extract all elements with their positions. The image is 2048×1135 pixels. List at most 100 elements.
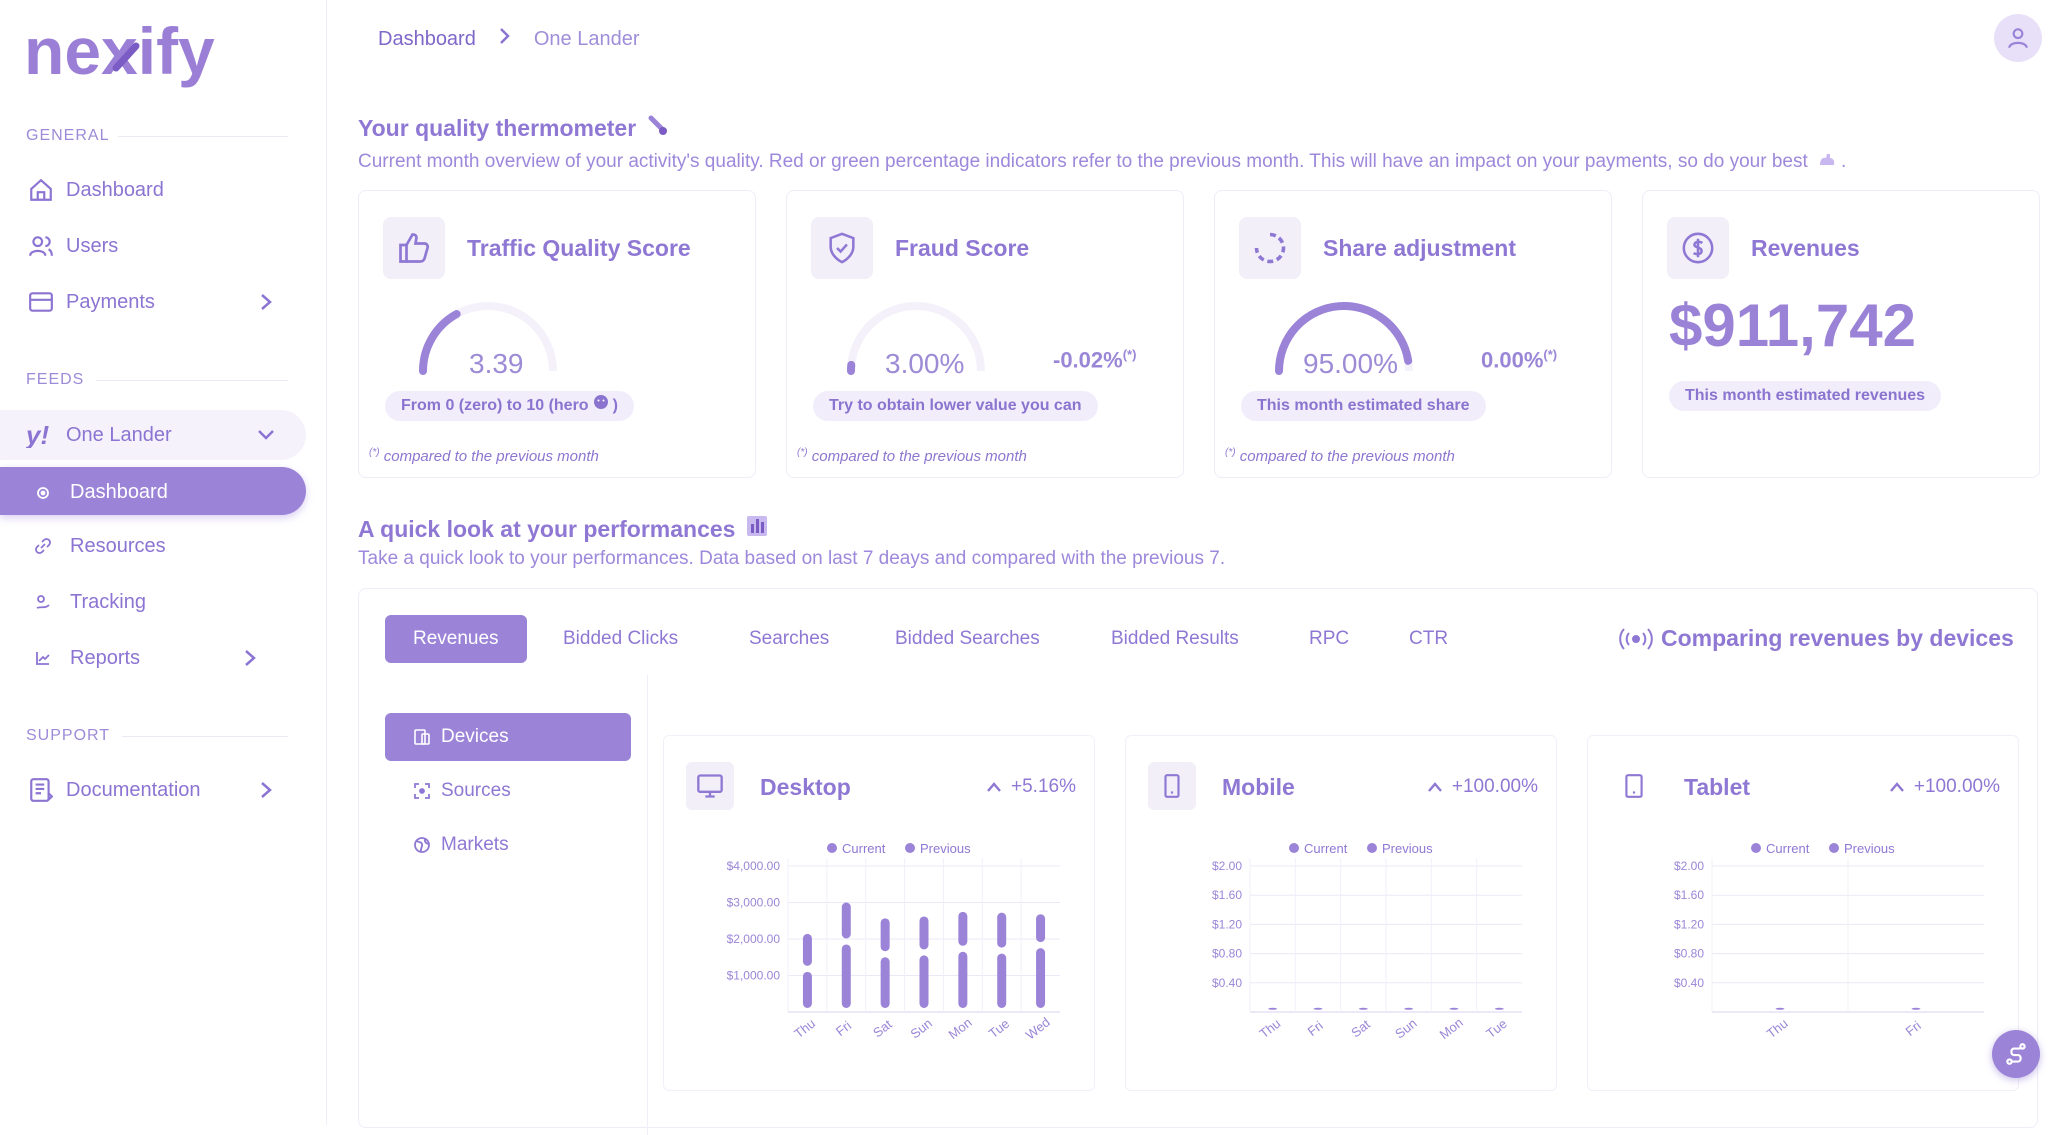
- side-tab-devices[interactable]: Devices: [385, 713, 631, 761]
- share-value: 95.00%: [1303, 348, 1398, 380]
- sidebar-item-label: Resources: [70, 535, 166, 558]
- x-tick-label: Thu: [1256, 1016, 1283, 1042]
- quality-title: Your quality thermometer: [358, 114, 668, 142]
- breadcrumb-dashboard-link[interactable]: Dashboard: [378, 28, 476, 51]
- y-tick-label: $4,000.00: [727, 859, 781, 873]
- fraud-hint-pill: Try to obtain lower value you can: [813, 391, 1098, 421]
- feed-group-label: One Lander: [66, 424, 172, 447]
- breakdown-selector: Devices Sources Markets: [359, 675, 648, 1135]
- bar-current: [1359, 1008, 1368, 1010]
- loader-icon: [1239, 217, 1301, 279]
- compare-title-text: Comparing revenues by devices: [1661, 625, 2014, 652]
- sidebar-item-users[interactable]: Users: [26, 224, 286, 268]
- feed-group-one-lander[interactable]: y! One Lander: [0, 410, 306, 460]
- legend-dot-previous: [905, 843, 915, 853]
- device-change: +100.00%: [1426, 776, 1538, 798]
- share-adjustment-card: Share adjustment 95.00% 0.00%(*) This mo…: [1214, 190, 1612, 478]
- feeds-label: FEEDS: [26, 371, 84, 389]
- legend-label-previous: Previous: [1844, 841, 1895, 856]
- chevron-right-icon: [256, 778, 276, 808]
- chevron-up-icon: [985, 780, 1003, 794]
- bar-previous: [803, 972, 812, 1008]
- yahoo-icon: y!: [26, 420, 56, 450]
- bar-previous: [958, 952, 967, 1008]
- legend-label-current: Current: [842, 841, 886, 856]
- x-tick-label: Fri: [1305, 1018, 1326, 1039]
- y-tick-label: $2.00: [1674, 859, 1704, 873]
- route-fab-button[interactable]: [1992, 1030, 2040, 1078]
- legend-dot-previous: [1829, 843, 1839, 853]
- y-tick-label: $1.20: [1212, 917, 1242, 931]
- legend-label-previous: Previous: [920, 841, 971, 856]
- sidebar-item-payments[interactable]: Payments: [26, 280, 286, 324]
- card-title: Share adjustment: [1323, 235, 1516, 262]
- y-tick-label: $1.60: [1212, 888, 1242, 902]
- doc-icon: [26, 775, 56, 805]
- chevron-right-icon: [256, 290, 276, 320]
- sidebar-item-label: Users: [66, 235, 118, 258]
- compare-title: Comparing revenues by devices: [1619, 625, 2014, 652]
- performance-panel: Revenues Bidded Clicks Searches Bidded S…: [358, 588, 2038, 1128]
- device-title: Mobile: [1222, 774, 1295, 801]
- bar-current: [1912, 1008, 1921, 1010]
- sidebar-item-label: Reports: [70, 647, 140, 670]
- route-icon: [2003, 1041, 2029, 1067]
- tracking-icon: [34, 594, 52, 610]
- dot-icon: [34, 486, 52, 500]
- bar-current: [958, 912, 967, 946]
- chart-icon: [34, 650, 52, 666]
- tab-rpc[interactable]: RPC: [1309, 615, 1349, 663]
- side-tab-sources[interactable]: Sources: [385, 767, 631, 815]
- traffic-range-pill: From 0 (zero) to 10 (hero ): [385, 391, 634, 421]
- feed-group-header[interactable]: y! One Lander: [26, 413, 286, 457]
- tab-searches[interactable]: Searches: [749, 615, 829, 663]
- card-icon: [26, 287, 56, 317]
- thermometer-icon: [646, 114, 668, 142]
- footnote-text: compared to the previous month: [812, 448, 1027, 465]
- delta-value: 0.00%: [1481, 347, 1543, 372]
- legend-dot-current: [1751, 843, 1761, 853]
- x-tick-label: Thu: [791, 1016, 818, 1042]
- sidebar-item-resources[interactable]: Resources: [0, 522, 306, 570]
- legend-label-previous: Previous: [1382, 841, 1433, 856]
- sidebar-item-feed-dashboard[interactable]: Dashboard: [0, 467, 306, 515]
- performance-subtitle: Take a quick look to your performances. …: [358, 548, 1225, 570]
- card-title: Fraud Score: [895, 235, 1029, 262]
- sidebar-item-reports[interactable]: Reports: [0, 634, 306, 682]
- tab-revenues[interactable]: Revenues: [385, 615, 527, 663]
- tab-bidded-clicks[interactable]: Bidded Clicks: [563, 615, 678, 663]
- legend-label-current: Current: [1766, 841, 1810, 856]
- y-tick-label: $1.20: [1674, 917, 1704, 931]
- pill-text: From 0 (zero) to 10 (hero: [401, 391, 589, 421]
- footnote: (*) compared to the previous month: [797, 447, 1027, 465]
- user-avatar[interactable]: [1994, 14, 2042, 62]
- divider: [118, 136, 288, 137]
- tab-bidded-results[interactable]: Bidded Results: [1111, 615, 1239, 663]
- legend-dot-current: [827, 843, 837, 853]
- tab-bidded-searches[interactable]: Bidded Searches: [895, 615, 1040, 663]
- side-tab-markets[interactable]: Markets: [385, 821, 631, 869]
- bar-previous: [842, 944, 851, 1008]
- tab-ctr[interactable]: CTR: [1409, 615, 1448, 663]
- fraud-delta: -0.02%(*): [1053, 347, 1136, 373]
- chart-legend: Current Previous: [1751, 841, 1895, 856]
- divider: [122, 736, 288, 737]
- delta-mark: (*): [1543, 347, 1557, 362]
- x-tick-label: Sun: [907, 1015, 934, 1041]
- x-tick-label: Sat: [870, 1016, 895, 1040]
- chevron-up-icon: [1426, 780, 1444, 794]
- nexify-logo[interactable]: nexify: [24, 10, 254, 100]
- chevron-right-icon: [498, 26, 512, 52]
- sidebar-item-label: Tracking: [70, 591, 146, 614]
- logo-text: nexify: [24, 14, 215, 88]
- sidebar-item-tracking[interactable]: Tracking: [0, 578, 306, 626]
- user-icon: [2005, 25, 2031, 51]
- sidebar-item-documentation[interactable]: Documentation: [26, 768, 286, 812]
- sidebar-item-dashboard[interactable]: Dashboard: [26, 168, 286, 212]
- broadcast-icon: [1619, 627, 1653, 651]
- x-tick-label: Fri: [1903, 1018, 1924, 1039]
